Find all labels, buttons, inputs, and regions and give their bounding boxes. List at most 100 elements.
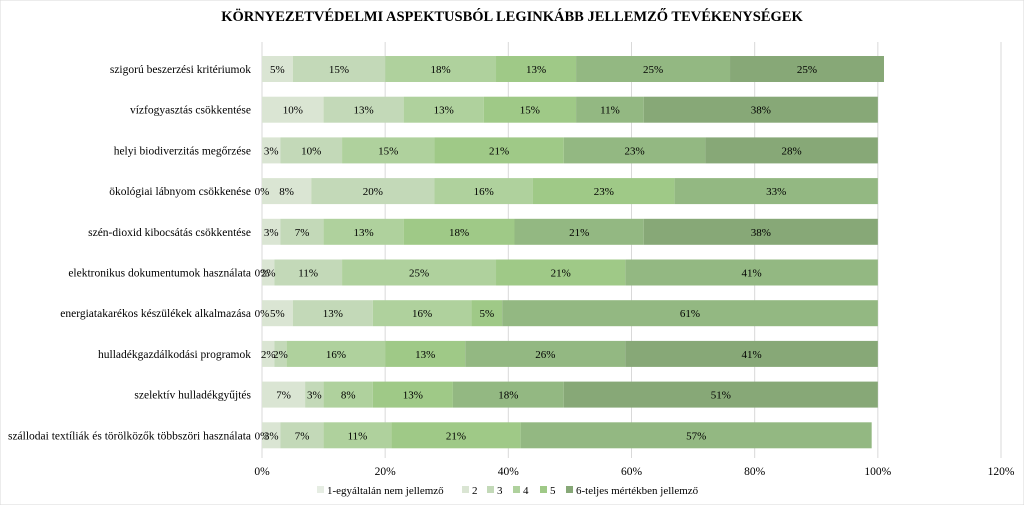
- bar-segment: [323, 422, 392, 449]
- data-label: 13%: [354, 227, 374, 239]
- bar-segment: [502, 300, 878, 327]
- bar-segment: [705, 137, 878, 164]
- bar-segment: [471, 300, 503, 327]
- bar-segment: [391, 422, 521, 449]
- data-label: 3%: [264, 227, 279, 239]
- data-label: 51%: [711, 390, 731, 402]
- x-tick-label: 80%: [744, 466, 766, 478]
- data-label: 2%: [273, 349, 288, 361]
- data-label: 20%: [363, 186, 383, 198]
- chart-title: KÖRNYEZETVÉDELMI ASPEKTUSBÓL LEGINKÁBB J…: [221, 8, 803, 25]
- bar-segment: [434, 137, 564, 164]
- x-tick-label: 40%: [498, 466, 520, 478]
- data-label: 11%: [348, 430, 368, 442]
- bar-segment: [563, 381, 878, 408]
- data-label: 25%: [643, 64, 663, 76]
- x-tick-label: 100%: [864, 466, 891, 478]
- bar-segment: [280, 422, 324, 449]
- bar-segment: [514, 218, 644, 245]
- category-label: hulladékgazdálkodási programok: [98, 349, 251, 361]
- data-label: 0%: [255, 308, 270, 320]
- bar-segment: [674, 178, 878, 205]
- legend-swatch: [317, 486, 324, 493]
- bar-segment: [323, 218, 404, 245]
- bar-segment: [496, 56, 577, 82]
- legend-label: 4: [523, 485, 529, 497]
- data-label: 5%: [479, 308, 494, 320]
- data-label: 41%: [742, 349, 762, 361]
- data-labels: 5% 15% 18% 13% 25% 25% 10% 13% 13% 15% 11% 38% 3% 10%…: [255, 64, 817, 442]
- bar-segment: [323, 381, 373, 408]
- bar-segment: [403, 218, 515, 245]
- bar-segment: [643, 218, 878, 245]
- category-label: szállodai textíliák és törölközők többsz…: [8, 430, 251, 442]
- bar-segment: [372, 381, 453, 408]
- data-label: 10%: [283, 105, 303, 117]
- data-label: 7%: [276, 390, 291, 402]
- data-label: 5%: [270, 308, 285, 320]
- data-label: 28%: [782, 145, 802, 157]
- bar-segment: [730, 56, 884, 82]
- bar-segment: [262, 218, 281, 245]
- bar-segment: [262, 340, 275, 367]
- bars: [262, 56, 884, 449]
- bar-segment: [292, 300, 373, 327]
- bar-segment: [292, 56, 386, 82]
- data-label: 23%: [594, 186, 614, 198]
- data-label: 25%: [409, 268, 429, 280]
- category-label: vízfogyasztás csökkentése: [130, 105, 251, 117]
- data-label: 0%: [255, 268, 270, 280]
- data-label: 3%: [264, 145, 279, 157]
- bar-segment: [385, 56, 497, 82]
- data-label: 8%: [279, 186, 294, 198]
- category-label: ökológiai lábnyom csökkenése: [109, 186, 251, 198]
- data-label: 41%: [742, 268, 762, 280]
- data-label: 13%: [354, 105, 374, 117]
- x-tick-label: 120%: [988, 466, 1015, 478]
- data-label: 13%: [526, 64, 546, 76]
- data-label: 2%: [261, 268, 276, 280]
- data-label: 57%: [686, 430, 706, 442]
- data-label: 18%: [498, 390, 518, 402]
- bar-segment: [625, 259, 878, 286]
- data-label: 13%: [323, 308, 343, 320]
- bar-segment: [262, 381, 306, 408]
- data-label: 21%: [551, 268, 571, 280]
- legend-swatch: [566, 486, 573, 493]
- x-tick-label: 20%: [375, 466, 397, 478]
- bar-segment: [280, 218, 324, 245]
- data-label: 25%: [797, 64, 817, 76]
- bar-segment: [286, 340, 386, 367]
- data-label: 26%: [535, 349, 555, 361]
- category-label: energiatakarékos készülékek alkalmazása: [60, 308, 251, 320]
- category-label: elektronikus dokumentumok használata: [68, 268, 251, 280]
- data-label: 18%: [431, 64, 451, 76]
- bar-segment: [311, 178, 435, 205]
- data-label: 2%: [261, 349, 276, 361]
- data-label: 16%: [326, 349, 346, 361]
- data-label: 15%: [520, 105, 540, 117]
- bar-segment: [496, 259, 626, 286]
- legend-label: 3: [497, 485, 503, 497]
- data-label: 21%: [446, 430, 466, 442]
- bar-segment: [520, 422, 872, 449]
- bar-segment: [434, 178, 533, 205]
- bar-segment: [280, 137, 343, 164]
- data-label: 5%: [270, 64, 285, 76]
- bar-segment: [262, 259, 275, 286]
- legend-swatch: [540, 486, 547, 493]
- data-label: 3%: [264, 430, 279, 442]
- bar-segment: [625, 340, 878, 367]
- legend-swatch: [487, 486, 494, 493]
- bar-segment: [385, 340, 466, 367]
- legend-label: 1-egyáltalán nem jellemző: [327, 485, 444, 497]
- data-label: 8%: [341, 390, 356, 402]
- bar-segment: [643, 96, 878, 123]
- data-label: 38%: [751, 105, 771, 117]
- bar-segment: [403, 96, 484, 123]
- bar-segment: [576, 56, 731, 82]
- legend: 1-egyáltalán nem jellemző 2 3 4 5 6-teljes mé…: [317, 485, 699, 497]
- bar-segment: [452, 381, 564, 408]
